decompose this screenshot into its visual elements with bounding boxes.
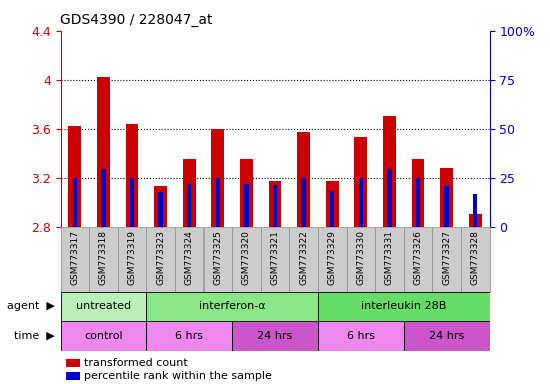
Text: interferon-α: interferon-α bbox=[199, 301, 266, 311]
Bar bbox=[60, 321, 146, 351]
Bar bbox=[232, 321, 318, 351]
Text: untreated: untreated bbox=[76, 301, 131, 311]
Bar bbox=[330, 191, 334, 227]
Bar bbox=[60, 292, 146, 321]
Bar bbox=[68, 126, 81, 227]
Bar bbox=[89, 227, 118, 292]
Bar bbox=[101, 169, 106, 227]
Text: control: control bbox=[84, 331, 123, 341]
Bar bbox=[354, 137, 367, 227]
Bar bbox=[432, 227, 461, 292]
Text: agent  ▶: agent ▶ bbox=[7, 301, 55, 311]
Text: 6 hrs: 6 hrs bbox=[347, 331, 375, 341]
Bar bbox=[383, 116, 396, 227]
Bar bbox=[404, 227, 432, 292]
Bar bbox=[154, 186, 167, 227]
Text: GSM773317: GSM773317 bbox=[70, 230, 79, 285]
Text: GSM773324: GSM773324 bbox=[185, 230, 194, 285]
Bar bbox=[346, 227, 375, 292]
Bar bbox=[411, 159, 425, 227]
Text: transformed count: transformed count bbox=[84, 358, 188, 368]
Bar bbox=[244, 184, 249, 227]
Text: GSM773323: GSM773323 bbox=[156, 230, 165, 285]
Text: GSM773331: GSM773331 bbox=[385, 230, 394, 285]
Text: GSM773326: GSM773326 bbox=[414, 230, 422, 285]
Bar bbox=[146, 227, 175, 292]
Bar bbox=[444, 186, 449, 227]
Bar bbox=[359, 177, 363, 227]
Bar bbox=[175, 227, 204, 292]
Bar bbox=[240, 159, 253, 227]
Text: GSM773318: GSM773318 bbox=[99, 230, 108, 285]
Bar bbox=[375, 227, 404, 292]
Bar bbox=[158, 192, 163, 227]
Bar bbox=[211, 129, 224, 227]
Text: GSM773328: GSM773328 bbox=[471, 230, 480, 285]
Bar bbox=[440, 168, 453, 227]
Bar bbox=[183, 159, 196, 227]
Bar bbox=[289, 227, 318, 292]
Text: percentile rank within the sample: percentile rank within the sample bbox=[84, 371, 272, 381]
Bar bbox=[318, 227, 346, 292]
Bar bbox=[416, 177, 420, 227]
Bar bbox=[387, 169, 392, 227]
Bar bbox=[469, 214, 482, 227]
Bar bbox=[461, 227, 490, 292]
Text: GSM773322: GSM773322 bbox=[299, 230, 308, 285]
Text: time  ▶: time ▶ bbox=[14, 331, 55, 341]
Text: GSM773327: GSM773327 bbox=[442, 230, 451, 285]
Bar bbox=[268, 181, 282, 227]
Bar bbox=[473, 194, 477, 227]
Text: 24 hrs: 24 hrs bbox=[257, 331, 293, 341]
Bar bbox=[187, 184, 191, 227]
Bar bbox=[97, 77, 110, 227]
Bar bbox=[318, 321, 404, 351]
Bar bbox=[60, 227, 89, 292]
Bar bbox=[404, 321, 490, 351]
Text: GSM773321: GSM773321 bbox=[271, 230, 279, 285]
Text: interleukin 28B: interleukin 28B bbox=[361, 301, 447, 311]
Text: 24 hrs: 24 hrs bbox=[429, 331, 464, 341]
Bar bbox=[73, 177, 77, 227]
Text: 6 hrs: 6 hrs bbox=[175, 331, 203, 341]
Text: GSM773319: GSM773319 bbox=[128, 230, 136, 285]
Bar bbox=[326, 181, 339, 227]
Bar bbox=[125, 124, 139, 227]
Bar bbox=[232, 227, 261, 292]
Bar bbox=[204, 227, 232, 292]
Text: GDS4390 / 228047_at: GDS4390 / 228047_at bbox=[60, 13, 213, 27]
Bar bbox=[118, 227, 146, 292]
Bar bbox=[146, 321, 232, 351]
Text: GSM773329: GSM773329 bbox=[328, 230, 337, 285]
Text: GSM773325: GSM773325 bbox=[213, 230, 222, 285]
Text: GSM773330: GSM773330 bbox=[356, 230, 365, 285]
Bar bbox=[273, 185, 277, 227]
Bar bbox=[297, 132, 310, 227]
Bar bbox=[261, 227, 289, 292]
Bar bbox=[216, 177, 220, 227]
Text: GSM773320: GSM773320 bbox=[242, 230, 251, 285]
Bar bbox=[130, 177, 134, 227]
Bar bbox=[301, 177, 306, 227]
Bar bbox=[146, 292, 318, 321]
Bar bbox=[318, 292, 490, 321]
